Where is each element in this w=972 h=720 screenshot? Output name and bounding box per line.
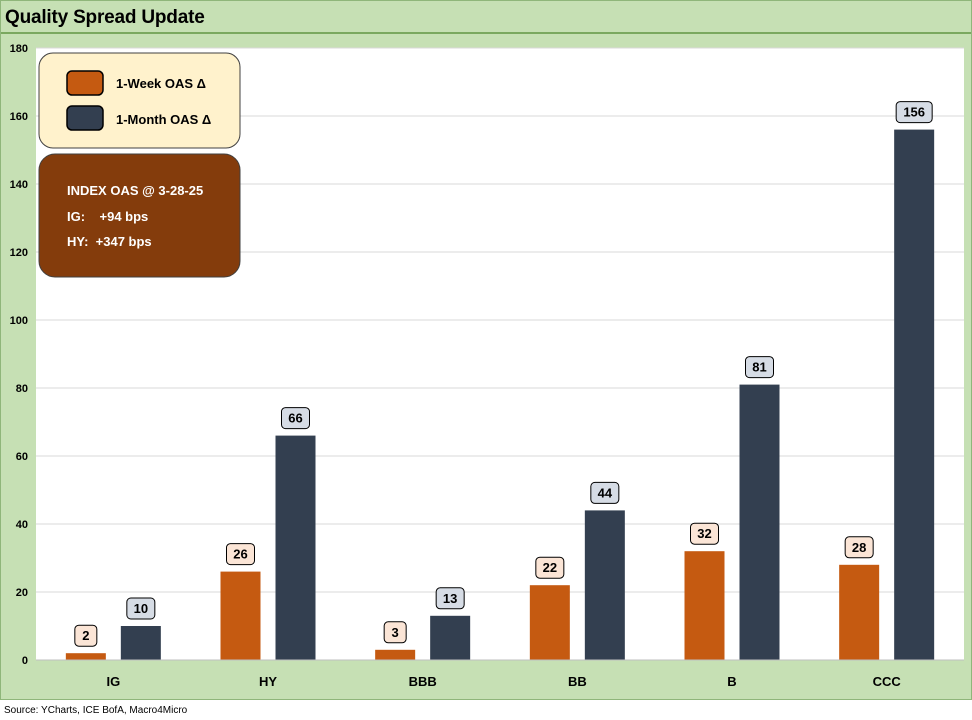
y-tick-label: 120 bbox=[10, 247, 28, 259]
legend-label-month: 1-Month OAS Δ bbox=[116, 112, 211, 127]
data-label-box bbox=[383, 621, 407, 644]
y-tick-label: 40 bbox=[16, 519, 28, 531]
bar-1-week bbox=[375, 649, 416, 660]
y-tick-label: 80 bbox=[16, 383, 28, 395]
index-oas-heading: INDEX OAS @ 3-28-25 bbox=[67, 183, 203, 198]
y-tick-label: 100 bbox=[10, 315, 28, 327]
bar-1-month bbox=[120, 626, 161, 660]
data-label-box bbox=[74, 624, 98, 647]
data-label: 28 bbox=[852, 540, 866, 555]
source-note: Source: YCharts, ICE BofA, Macro4Micro bbox=[4, 705, 188, 716]
bar-1-week bbox=[65, 653, 106, 660]
category-label: B bbox=[727, 674, 736, 689]
data-label: 26 bbox=[233, 547, 247, 562]
data-label: 44 bbox=[598, 485, 613, 500]
data-label-box bbox=[435, 587, 465, 610]
bar-1-week bbox=[839, 564, 880, 660]
legend-label-week: 1-Week OAS Δ bbox=[116, 76, 206, 91]
index-oas-ig: IG: +94 bps bbox=[67, 209, 148, 224]
y-tick-label: 60 bbox=[16, 451, 28, 463]
legend-swatch-week bbox=[66, 70, 104, 96]
data-label: 32 bbox=[697, 526, 711, 541]
category-label: BBB bbox=[409, 674, 437, 689]
bar-1-month bbox=[739, 384, 780, 660]
data-label-box bbox=[535, 556, 565, 579]
legend: 1-Week OAS Δ 1-Month OAS Δ bbox=[38, 52, 241, 149]
chart-title: Quality Spread Update bbox=[5, 7, 205, 28]
y-tick-label: 0 bbox=[22, 655, 28, 667]
plot-area bbox=[36, 48, 964, 660]
data-label: 22 bbox=[543, 560, 557, 575]
data-label-box bbox=[281, 407, 310, 430]
data-label: 10 bbox=[134, 601, 148, 616]
data-label-box bbox=[895, 101, 933, 124]
data-label: 13 bbox=[443, 591, 457, 606]
data-label: 156 bbox=[903, 105, 925, 120]
data-label: 66 bbox=[288, 411, 302, 426]
title-bar: Quality Spread Update bbox=[1, 1, 971, 34]
data-label: 81 bbox=[752, 360, 766, 375]
index-oas-hy: HY: +347 bps bbox=[67, 234, 152, 249]
bar-chart: 0 20 40 60 80 100 120 140 160 180 2 10 26 66 3 13 22 44 3… bbox=[10, 43, 964, 689]
category-label: BB bbox=[568, 674, 587, 689]
category-label: CCC bbox=[873, 674, 902, 689]
y-tick-label: 140 bbox=[10, 179, 28, 191]
bars: 2 10 26 66 3 13 22 44 32 81 28 156 bbox=[65, 101, 935, 661]
bar-1-week bbox=[220, 571, 261, 660]
data-label-box bbox=[745, 356, 774, 379]
category-label: HY bbox=[259, 674, 277, 689]
index-oas-box: INDEX OAS @ 3-28-25 IG: +94 bps HY: +347… bbox=[38, 153, 241, 278]
legend-swatch-month bbox=[66, 105, 104, 131]
index-oas-box-bg bbox=[38, 153, 241, 278]
data-label-box bbox=[690, 522, 719, 545]
legend-box bbox=[38, 52, 241, 149]
data-label-box bbox=[226, 543, 255, 566]
data-label-box bbox=[126, 597, 156, 620]
y-tick-label: 160 bbox=[10, 111, 28, 123]
bar-1-month bbox=[894, 129, 935, 661]
y-axis-ticks: 0 20 40 60 80 100 120 140 160 180 bbox=[10, 43, 28, 667]
bar-1-week bbox=[529, 585, 570, 660]
y-tick-label: 20 bbox=[16, 587, 28, 599]
data-label-box bbox=[590, 481, 620, 504]
bar-1-month bbox=[584, 510, 625, 660]
category-label: IG bbox=[106, 674, 120, 689]
data-label: 2 bbox=[82, 628, 89, 643]
y-tick-label: 180 bbox=[10, 43, 28, 55]
data-label-box bbox=[844, 536, 874, 559]
bar-1-week bbox=[684, 551, 725, 660]
bar-1-month bbox=[430, 615, 471, 660]
bar-1-month bbox=[275, 435, 316, 660]
x-axis-categories: IG HY BBB BB B CCC bbox=[106, 674, 901, 689]
data-label: 3 bbox=[392, 625, 399, 640]
